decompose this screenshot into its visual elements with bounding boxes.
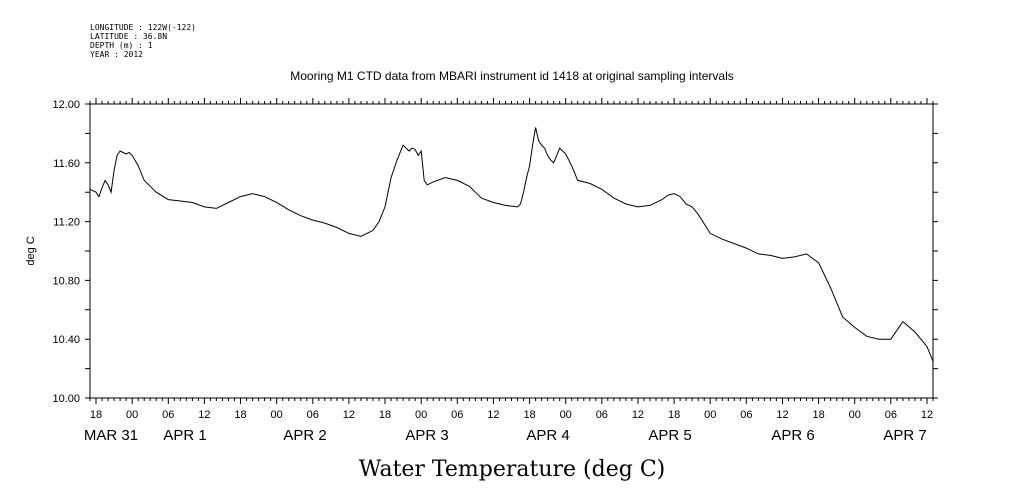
x-minor-ticks — [89, 98, 934, 404]
chart-title: Mooring M1 CTD data from MBARI instrumen… — [290, 69, 734, 83]
x-hour-label: 12 — [776, 409, 788, 421]
x-hour-label: 18 — [812, 409, 824, 421]
x-hour-label: 12 — [632, 409, 644, 421]
depth-text: DEPTH (m) : 1 — [90, 41, 153, 50]
x-hour-label: 00 — [415, 409, 427, 421]
x-hour-label: 06 — [162, 409, 174, 421]
x-hour-label: 18 — [234, 409, 246, 421]
x-hour-label: 00 — [126, 409, 138, 421]
x-hour-label: 18 — [90, 409, 102, 421]
y-axis-label: deg C — [25, 236, 37, 265]
y-ticks — [85, 103, 938, 399]
y-tick-label: 10.40 — [52, 334, 80, 346]
x-day-label: APR 5 — [648, 427, 691, 444]
x-hour-label: 18 — [523, 409, 535, 421]
x-day-label: APR 3 — [405, 427, 448, 444]
x-day-label: APR 6 — [771, 427, 814, 444]
x-axis-title: Water Temperature (deg C) — [359, 457, 666, 482]
x-hour-label: 12 — [343, 409, 355, 421]
x-hour-label: 06 — [307, 409, 319, 421]
x-hour-label: 00 — [271, 409, 283, 421]
plot-area: 10.00 10.40 10.80 11.20 11.60 12.00 18 00 06 12 18… — [52, 98, 938, 444]
x-day-label: APR 7 — [883, 427, 926, 444]
x-hour-label: 06 — [740, 409, 752, 421]
x-day-label: APR 1 — [163, 427, 206, 444]
x-day-label: APR 2 — [283, 427, 326, 444]
x-hour-label: 12 — [198, 409, 210, 421]
x-hour-label: 12 — [921, 409, 933, 421]
y-tick-label: 11.20 — [53, 217, 80, 229]
x-hour-label: 00 — [849, 409, 861, 421]
x-day-label: MAR 31 — [84, 427, 138, 444]
x-hour-label: 12 — [487, 409, 499, 421]
x-hour-label: 18 — [668, 409, 680, 421]
metadata-block: LONGITUDE : 122W(-122) LATITUDE : 36.8N … — [90, 23, 196, 59]
y-tick-label: 10.80 — [52, 275, 80, 287]
x-hour-label: 00 — [704, 409, 716, 421]
y-tick-label: 10.00 — [52, 393, 80, 405]
latitude-text: LATITUDE : 36.8N — [90, 32, 167, 41]
x-hour-label: 00 — [560, 409, 572, 421]
x-hour-label: 06 — [451, 409, 463, 421]
y-tick-label: 11.60 — [53, 158, 80, 170]
x-day-label: APR 4 — [526, 427, 569, 444]
year-text: YEAR : 2012 — [90, 50, 143, 59]
plot-frame — [89, 103, 934, 399]
x-hour-label: 06 — [885, 409, 897, 421]
x-hour-label: 06 — [596, 409, 608, 421]
x-hour-label: 18 — [379, 409, 391, 421]
y-tick-label: 12.00 — [52, 99, 80, 111]
longitude-text: LONGITUDE : 122W(-122) — [90, 23, 196, 32]
temperature-series-line — [89, 127, 934, 362]
